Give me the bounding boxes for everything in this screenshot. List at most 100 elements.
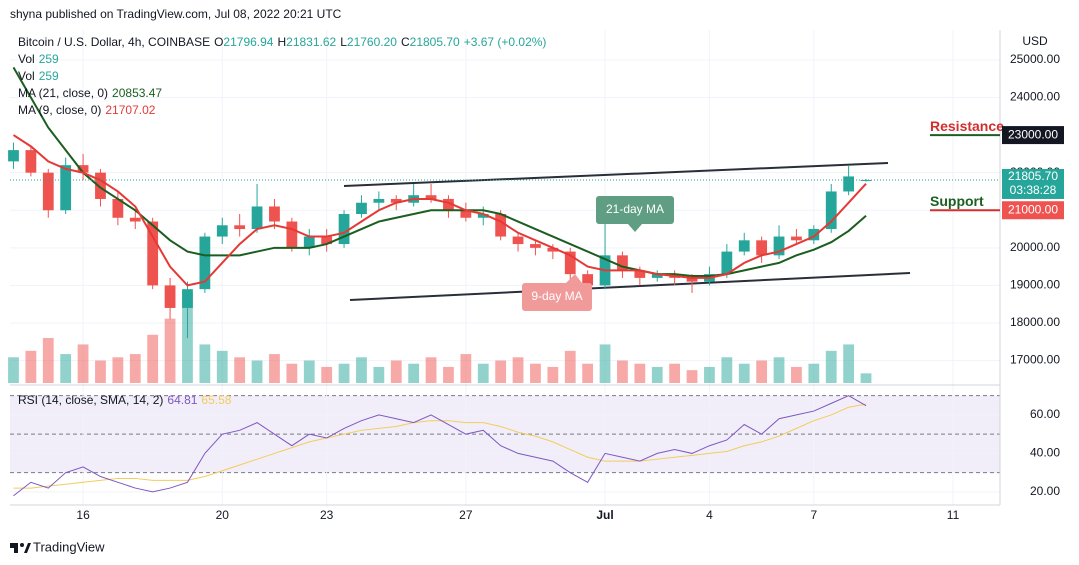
- candle-body: [338, 214, 350, 245]
- ohlc-prefix: C: [400, 35, 410, 49]
- volume-bar: [791, 366, 802, 383]
- candle-body: [42, 172, 54, 211]
- volume-bar: [147, 334, 159, 383]
- volume-bar: [199, 344, 211, 383]
- ohlc: C21805.70: [401, 35, 460, 49]
- volume-bar: [669, 363, 681, 383]
- ma-name: MA (21, close, 0): [18, 86, 109, 100]
- candle-body: [95, 172, 106, 199]
- volume-bar: [234, 357, 246, 383]
- level-label: Support: [930, 193, 984, 209]
- y-tick-label: 24000.00: [1010, 90, 1060, 104]
- candle-body: [634, 270, 646, 278]
- volume-value: 259: [38, 69, 59, 83]
- countdown: 03:38:28: [1010, 183, 1057, 197]
- rsi-sma: [13, 403, 867, 489]
- volume-bar: [77, 344, 89, 383]
- candle-body: [182, 289, 193, 308]
- volume-bar: [599, 344, 611, 383]
- trend-line: [349, 272, 911, 301]
- level-tag-label: 23000.00: [1008, 127, 1058, 141]
- volume-legend: Vol 259: [18, 52, 59, 66]
- rsi-sma-value: 65.58: [201, 393, 232, 407]
- candle-body: [651, 274, 663, 278]
- level-tag: [1002, 201, 1064, 220]
- volume-bar: [443, 366, 454, 383]
- volume-bar: [303, 360, 315, 383]
- y-tick-label: 17000.00: [1010, 353, 1060, 367]
- candle-body: [251, 206, 263, 230]
- candle-body: [564, 251, 576, 275]
- volume-bar: [373, 366, 385, 383]
- volume-bar: [495, 360, 507, 383]
- candle-body: [843, 176, 855, 192]
- ohlc-value: 21831.62: [286, 35, 337, 49]
- volume-bar: [25, 350, 37, 383]
- volume-legend: Vol 259: [18, 69, 59, 83]
- candle-body: [303, 236, 315, 248]
- ohlc: L21760.20: [340, 35, 397, 49]
- ma-legend: MA (9, close, 0) 21707.02: [18, 103, 155, 117]
- candle-body: [495, 214, 507, 237]
- candle-body: [373, 198, 385, 203]
- candle-body: [808, 229, 820, 241]
- annotation-box: [566, 274, 582, 283]
- moving-average: [12, 134, 867, 287]
- footer: TradingView: [33, 539, 105, 554]
- volume-bar: [617, 360, 628, 383]
- logo: [20, 543, 24, 547]
- ohlc-prefix: O: [214, 35, 224, 49]
- ma-value: 21707.02: [105, 103, 156, 117]
- ma-legend: MA (21, close, 0) 20853.47: [18, 86, 162, 100]
- volume-bar: [112, 357, 124, 383]
- volume-bar: [530, 363, 541, 383]
- candle-body: [112, 198, 124, 218]
- level-tag: [1002, 126, 1064, 145]
- candle-body: [582, 274, 594, 286]
- candle-body: [512, 236, 524, 245]
- x-tick-label: 27: [459, 508, 473, 522]
- x-tick-label: 4: [706, 508, 713, 522]
- ma-name: MA (9, close, 0): [18, 103, 102, 117]
- level-label: Resistance: [930, 118, 1004, 134]
- y-tick-label: 40.00: [1030, 446, 1060, 460]
- volume-bar: [251, 360, 263, 383]
- candle-body: [425, 195, 437, 199]
- change: +3.67 (+0.02%): [463, 35, 547, 49]
- candle-body: [321, 236, 333, 245]
- x-tick-label: Jul: [596, 508, 613, 522]
- volume-bar: [460, 354, 472, 383]
- ohlc: O21796.94: [214, 35, 273, 49]
- candle-body: [199, 236, 211, 290]
- plot: [8, 66, 872, 497]
- candle-body: [530, 244, 541, 248]
- volume-bar: [582, 363, 594, 383]
- volume-value: 259: [38, 52, 59, 66]
- volume-bar: [738, 363, 750, 383]
- y-tick-label: 25000.00: [1010, 52, 1060, 66]
- trend-line: [343, 162, 889, 187]
- x-tick-label: 7: [810, 508, 817, 522]
- candle-body: [286, 221, 298, 248]
- volume-bar: [286, 363, 298, 383]
- volume-bar: [216, 350, 228, 383]
- volume-bar: [773, 357, 785, 383]
- ohlc: H21831.62: [277, 35, 336, 49]
- volume-name: Vol: [18, 69, 35, 83]
- candle-body: [773, 236, 785, 256]
- volume-bar: [408, 363, 420, 383]
- volume-bar: [477, 363, 489, 383]
- volume-bar: [338, 363, 350, 383]
- candle-body: [460, 210, 472, 218]
- volume-bar: [321, 366, 333, 383]
- ohlc-value: 21760.20: [346, 35, 397, 49]
- y-tick-label: 20000.00: [1010, 240, 1060, 254]
- candle-body: [25, 150, 37, 173]
- volume-bar: [390, 360, 402, 383]
- annotation-box: [628, 224, 642, 232]
- annotation-box: [596, 196, 674, 224]
- volume-bar: [512, 357, 524, 383]
- candle-body: [216, 225, 228, 237]
